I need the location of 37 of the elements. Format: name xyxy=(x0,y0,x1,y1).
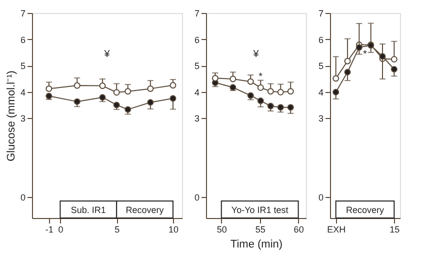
band-label: Yo-Yo IR1 test xyxy=(231,205,289,215)
y-tick-label: 3 xyxy=(318,114,324,124)
x-tick-label: 10 xyxy=(168,224,178,234)
y-tick-label: 6 xyxy=(318,34,324,45)
band-label: Recovery xyxy=(126,205,164,215)
y-tick-label: 3 xyxy=(20,114,26,124)
x-tick-label: 5 xyxy=(114,224,120,234)
y-axis-title: Glucose (mmol.l⁻¹) xyxy=(5,70,18,162)
y-tick-label: 7 xyxy=(194,8,200,18)
x-axis-title: Time (min) xyxy=(230,238,283,250)
x-tick-label: EXH xyxy=(327,224,346,234)
y-tick-label: 6 xyxy=(20,34,26,45)
band-label: Recovery xyxy=(346,205,385,215)
y-tick-label: 0 xyxy=(318,192,324,202)
x-tick-label: 60 xyxy=(294,224,304,234)
y-tick-label: 7 xyxy=(318,8,324,18)
y-tick-label: 5 xyxy=(20,61,26,72)
x-tick-label: 0 xyxy=(58,224,64,234)
x-tick-label: -1 xyxy=(45,224,54,234)
y-tick-label: 4 xyxy=(318,87,324,98)
annotation: ¥ xyxy=(252,49,260,60)
annotation: * xyxy=(363,49,368,60)
y-tick-label: 0 xyxy=(194,192,200,202)
annotation: * xyxy=(258,72,263,83)
y-tick-label: 0 xyxy=(20,192,26,202)
y-tick-label: 5 xyxy=(194,61,200,72)
band-label: Sub. IR1 xyxy=(70,205,106,215)
x-tick-label: 15 xyxy=(390,224,400,234)
y-tick-label: 3 xyxy=(194,114,200,124)
y-tick-label: 4 xyxy=(194,87,200,98)
y-tick-label: 6 xyxy=(194,34,200,45)
x-tick-label: 50 xyxy=(216,224,227,234)
annotation: ¥ xyxy=(103,49,110,60)
y-tick-label: 4 xyxy=(20,87,26,98)
y-tick-label: 5 xyxy=(318,61,324,72)
y-tick-label: 7 xyxy=(20,8,26,18)
x-tick-label: 55 xyxy=(255,224,266,234)
